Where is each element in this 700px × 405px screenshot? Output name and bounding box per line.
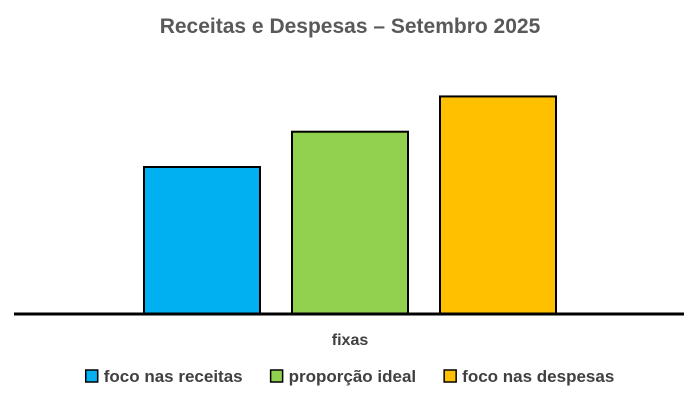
category-label: fixas (332, 332, 369, 349)
bars-layer (143, 95, 557, 315)
legend-swatch-foco-nas-despesas (443, 369, 457, 383)
chart-title: Receitas e Despesas – Setembro 2025 (160, 15, 541, 38)
legend-swatch-proporção-ideal (269, 369, 284, 383)
legend: foco nas receitas proporção ideal foco nas… (84, 367, 614, 386)
bar-foco-nas-despesas (439, 95, 557, 315)
legend-label-proporção-ideal: proporção ideal (289, 367, 417, 386)
legend-label-foco-nas-receitas: foco nas receitas (104, 367, 243, 386)
bar-foco-nas-receitas (143, 166, 261, 315)
legend-swatch-foco-nas-receitas (84, 369, 99, 383)
legend-label-foco-nas-despesas: foco nas despesas (462, 367, 614, 386)
bar-proporção-ideal (291, 130, 409, 315)
